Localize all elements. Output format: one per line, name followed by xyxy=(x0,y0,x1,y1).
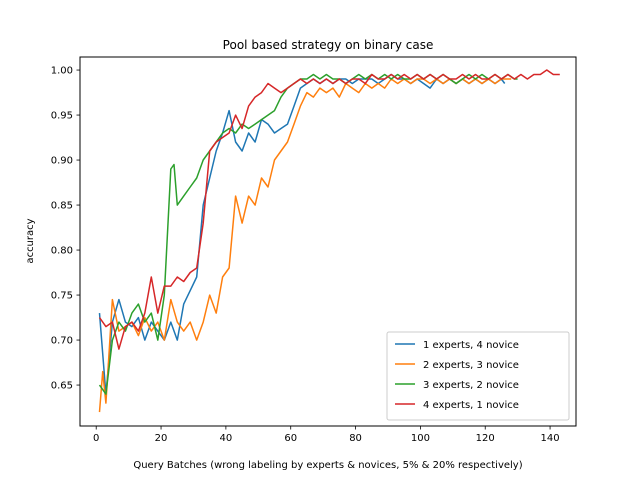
x-tick-label: 60 xyxy=(284,433,297,444)
x-tick-label: 80 xyxy=(349,433,362,444)
y-tick-label: 1.00 xyxy=(51,66,73,77)
x-tick-label: 40 xyxy=(220,433,233,444)
y-tick-label: 0.95 xyxy=(51,111,73,122)
legend-entry-3: 3 experts, 2 novice xyxy=(423,380,519,391)
plot-area xyxy=(98,69,560,413)
x-axis: 0 20 40 60 80 100 120 140 xyxy=(93,426,560,444)
x-tick-label: 100 xyxy=(411,433,430,444)
series-line-4 xyxy=(98,69,560,350)
y-axis: 0.65 0.70 0.75 0.80 0.85 0.90 0.95 1.00 xyxy=(51,66,80,392)
legend: 1 experts, 4 novice 2 experts, 3 novice 3 … xyxy=(386,331,570,421)
x-tick-label: 140 xyxy=(541,433,560,444)
y-axis-label: accuracy xyxy=(25,218,36,263)
y-tick-label: 0.80 xyxy=(51,246,73,257)
y-tick-label: 0.75 xyxy=(51,291,73,302)
legend-entry-1: 1 experts, 4 novice xyxy=(423,340,519,351)
y-tick-label: 0.65 xyxy=(51,381,73,392)
legend-box xyxy=(386,331,570,421)
x-tick-label: 20 xyxy=(155,433,168,444)
x-tick-label: 120 xyxy=(476,433,495,444)
y-tick-label: 0.90 xyxy=(51,156,73,167)
plot-frame xyxy=(79,56,577,427)
chart-title: Pool based strategy on binary case xyxy=(223,38,434,52)
x-axis-label: Query Batches (wrong labeling by experts… xyxy=(133,460,522,471)
series-line-2 xyxy=(98,78,512,413)
x-tick-label: 0 xyxy=(93,433,99,444)
legend-entry-2: 2 experts, 3 novice xyxy=(423,360,519,371)
legend-entry-4: 4 experts, 1 novice xyxy=(423,400,519,411)
y-tick-label: 0.85 xyxy=(51,201,73,212)
y-tick-label: 0.70 xyxy=(51,336,73,347)
